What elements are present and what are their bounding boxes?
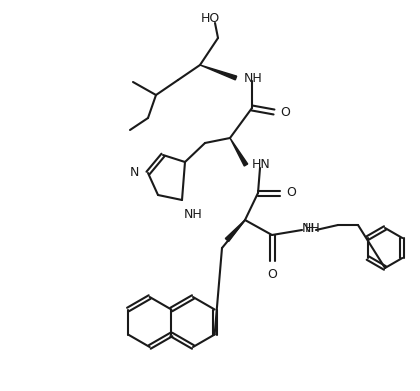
Text: O: O [267, 268, 277, 281]
Polygon shape [200, 65, 237, 80]
Text: O: O [286, 187, 296, 199]
Text: NH: NH [244, 72, 263, 84]
Text: NH: NH [302, 221, 321, 235]
Text: O: O [280, 106, 290, 118]
Polygon shape [230, 138, 248, 166]
Polygon shape [225, 220, 245, 242]
Text: NH: NH [184, 208, 203, 221]
Text: H: H [305, 221, 315, 235]
Text: HN: HN [252, 158, 271, 172]
Text: N: N [130, 167, 139, 179]
Text: HO: HO [200, 11, 220, 25]
